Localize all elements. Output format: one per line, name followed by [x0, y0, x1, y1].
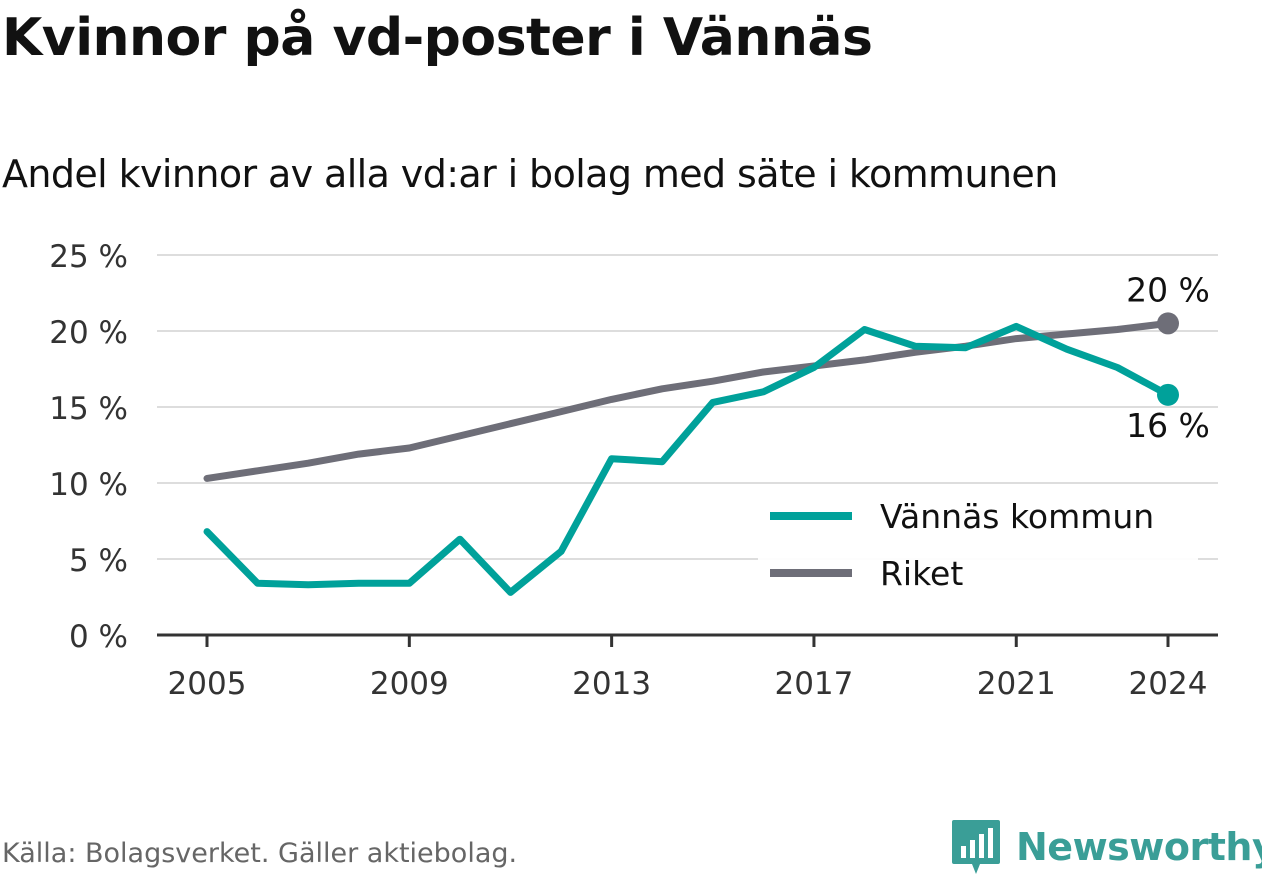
end-labels: 20 % 16 % [1126, 270, 1210, 444]
series-line [203, 322, 1172, 596]
end-point [1157, 383, 1179, 406]
x-axis-ticks: 2005 2009 2013 2017 2021 2024 [168, 635, 1208, 702]
series-lines [203, 312, 1179, 596]
y-tick-label: 0 % [69, 619, 128, 655]
x-tick-label: 2005 [168, 666, 247, 702]
x-tick-label: 2013 [572, 666, 651, 702]
legend-background [758, 488, 1198, 608]
series-line [203, 319, 1172, 482]
end-label-vannas: 16 % [1126, 406, 1210, 445]
grid-lines [157, 254, 1218, 560]
x-tick-label: 2024 [1129, 666, 1208, 702]
legend-label: Vännäs kommun [880, 497, 1154, 536]
newsworthy-logo-icon [952, 820, 1000, 874]
y-tick-label: 25 % [49, 239, 128, 275]
end-label-riket: 20 % [1126, 270, 1210, 309]
y-tick-label: 10 % [49, 467, 128, 503]
brand-logo: Newsworthy [950, 818, 1262, 876]
legend: Vännäs kommun Riket [758, 488, 1198, 608]
legend-label: Riket [880, 554, 963, 593]
y-tick-label: 20 % [49, 315, 128, 351]
brand-name: Newsworthy [1016, 825, 1262, 869]
x-tick-label: 2017 [774, 666, 853, 702]
x-tick-label: 2021 [977, 666, 1056, 702]
source-note: Källa: Bolagsverket. Gäller aktiebolag. [2, 838, 518, 869]
y-tick-label: 5 % [69, 543, 128, 579]
x-tick-label: 2009 [370, 666, 449, 702]
y-tick-label: 15 % [49, 391, 128, 427]
chart-subtitle: Andel kvinnor av alla vd:ar i bolag med … [2, 152, 1058, 196]
chart-title: Kvinnor på vd-poster i Vännäs [2, 8, 873, 68]
y-axis-ticks: 0 % 5 % 10 % 15 % 20 % 25 % [49, 239, 128, 655]
end-point [1157, 312, 1179, 335]
